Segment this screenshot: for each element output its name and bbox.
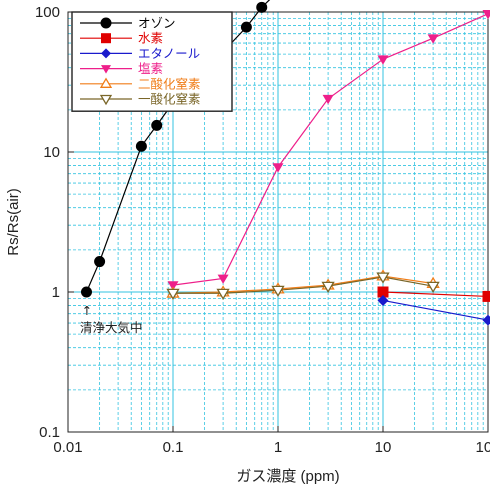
annotation-arrow: ↑ — [82, 303, 92, 318]
data-point — [101, 65, 111, 74]
series-4 — [167, 10, 490, 291]
legend-label: 塩素 — [138, 61, 163, 76]
data-point — [80, 286, 92, 298]
legend-label: 水素 — [138, 31, 163, 46]
y-axis-label: Rs/Rs(air) — [5, 188, 22, 256]
legend-label: 二酸化窒素 — [138, 76, 201, 91]
legend-item: 二酸化窒素 — [80, 76, 201, 91]
legend-item: 塩素 — [80, 61, 163, 76]
x-tick-label: 0.01 — [53, 439, 82, 456]
data-point — [482, 10, 490, 20]
y-tick-label: 0.1 — [39, 424, 60, 441]
legend-label: エタノール — [138, 46, 200, 61]
data-point — [376, 272, 390, 284]
data-point — [166, 288, 180, 301]
series-2 — [377, 286, 490, 302]
x-tick-label: 10 — [375, 439, 392, 456]
legend-item: 水素 — [80, 31, 163, 46]
data-point — [101, 48, 111, 59]
data-point — [240, 21, 252, 33]
series-line — [382, 291, 489, 298]
data-point — [377, 286, 389, 298]
x-axis-label: ガス濃度 (ppm) — [236, 468, 339, 484]
data-point — [377, 294, 389, 306]
data-point — [427, 34, 439, 44]
y-tick-label: 1 — [52, 284, 60, 301]
legend-label: オゾン — [138, 16, 176, 31]
data-point — [135, 140, 147, 152]
legend-box — [71, 11, 233, 112]
data-point — [322, 94, 334, 105]
x-tick-label: 1 — [274, 439, 282, 456]
x-tick-label: 0.1 — [163, 439, 184, 456]
series-line — [173, 276, 434, 294]
data-point — [94, 256, 106, 268]
data-point — [426, 281, 440, 293]
legend-item: エタノール — [80, 46, 200, 61]
annotation-label: 清浄大気中 — [80, 320, 143, 335]
data-point — [217, 274, 229, 284]
legend-label: 一酸化窒素 — [138, 92, 201, 107]
data-point — [271, 285, 285, 297]
legend-item: 一酸化窒素 — [80, 92, 201, 107]
data-point — [99, 94, 113, 106]
data-point — [101, 33, 111, 44]
data-point — [482, 290, 490, 302]
data-point — [151, 119, 163, 131]
series-3 — [377, 294, 490, 326]
data-point — [167, 281, 179, 291]
data-point — [377, 55, 389, 65]
x-tick-label: 100 — [475, 439, 490, 456]
data-point — [256, 1, 268, 13]
data-point — [482, 314, 490, 326]
series-6 — [166, 272, 440, 301]
data-point — [216, 288, 230, 301]
series-line — [382, 299, 489, 321]
data-point — [99, 77, 113, 88]
y-tick-label: 100 — [35, 4, 60, 21]
data-point — [272, 163, 284, 173]
data-point — [321, 281, 335, 293]
y-tick-label: 10 — [43, 144, 60, 161]
series-line — [172, 275, 434, 294]
legend-item: オゾン — [80, 16, 176, 31]
data-point — [100, 17, 112, 29]
